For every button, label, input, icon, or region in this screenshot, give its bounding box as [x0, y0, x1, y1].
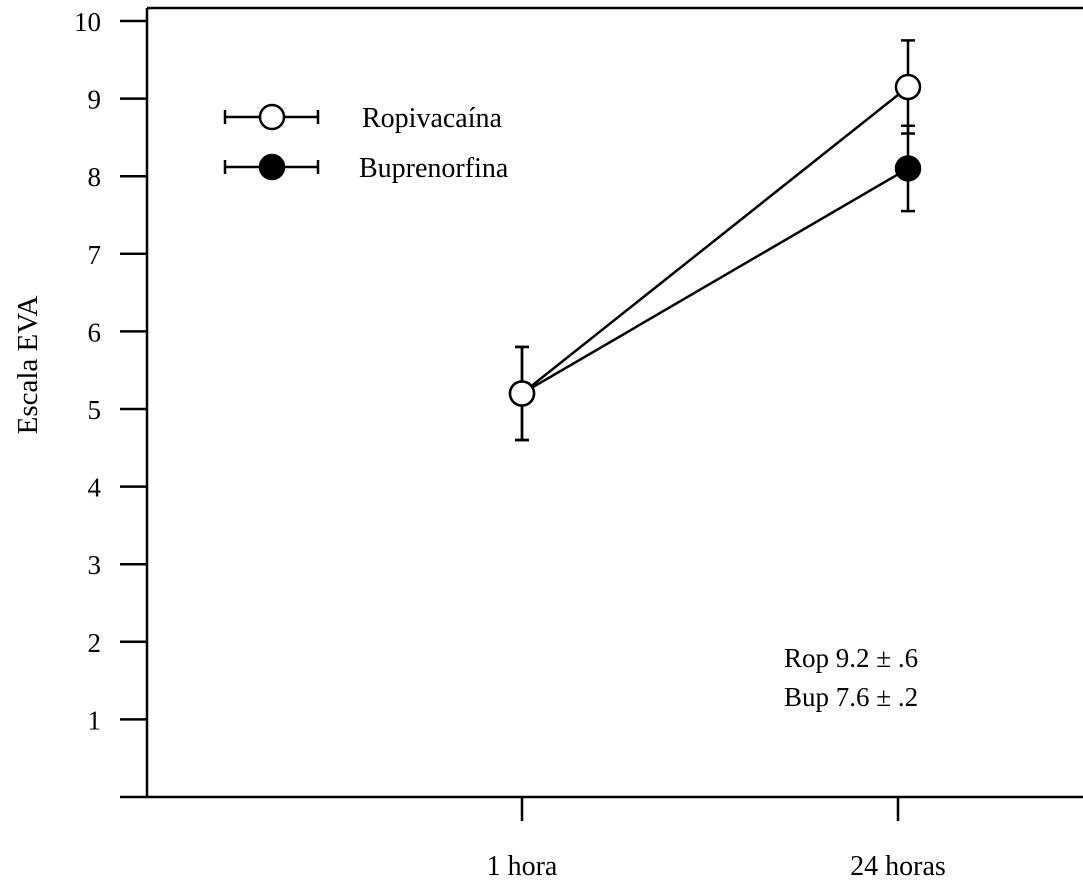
legend-marker-ropivacaina	[258, 103, 286, 131]
y-tick-label-2: 2	[88, 628, 102, 658]
legend: Ropivacaína Buprenorfina	[223, 103, 509, 184]
point-buprenorfina-2	[894, 155, 922, 182]
y-tick-label-3: 3	[88, 550, 102, 580]
point-ropivacaina-2	[894, 73, 922, 101]
x-ticks: 1 hora 24 horas	[487, 797, 946, 882]
plot-area	[508, 39, 922, 442]
y-tick-label-10: 10	[74, 7, 101, 37]
y-axis-label: Escala EVA	[12, 296, 44, 435]
series-line-ropivacaina	[521, 85, 909, 395]
annotation-bup: Bup 7.6 ± .2	[784, 682, 918, 712]
legend-entry-ropivacaina: Ropivacaína	[223, 103, 503, 134]
y-tick-label-4: 4	[88, 473, 102, 503]
legend-label-ropivacaina: Ropivacaína	[362, 103, 503, 134]
annotation-rop: Rop 9.2 ± .6	[784, 643, 918, 673]
legend-marker-buprenorfina	[258, 153, 286, 181]
y-ticks: 1 2 3 4 5 6 7 8 9 10	[74, 7, 147, 735]
y-tick-label-6: 6	[88, 317, 102, 347]
y-tick-label-5: 5	[88, 395, 102, 425]
y-tick-label-1: 1	[88, 705, 102, 735]
x-tick-label-1: 1 hora	[487, 851, 558, 882]
legend-entry-buprenorfina: Buprenorfina	[223, 153, 509, 184]
series-line-buprenorfina	[521, 167, 909, 395]
point-ropivacaina-1	[508, 380, 536, 407]
legend-label-buprenorfina: Buprenorfina	[359, 153, 509, 184]
y-tick-label-7: 7	[88, 240, 102, 270]
y-tick-label-8: 8	[88, 162, 102, 192]
x-tick-label-2: 24 horas	[850, 851, 946, 882]
y-tick-label-9: 9	[88, 85, 102, 115]
